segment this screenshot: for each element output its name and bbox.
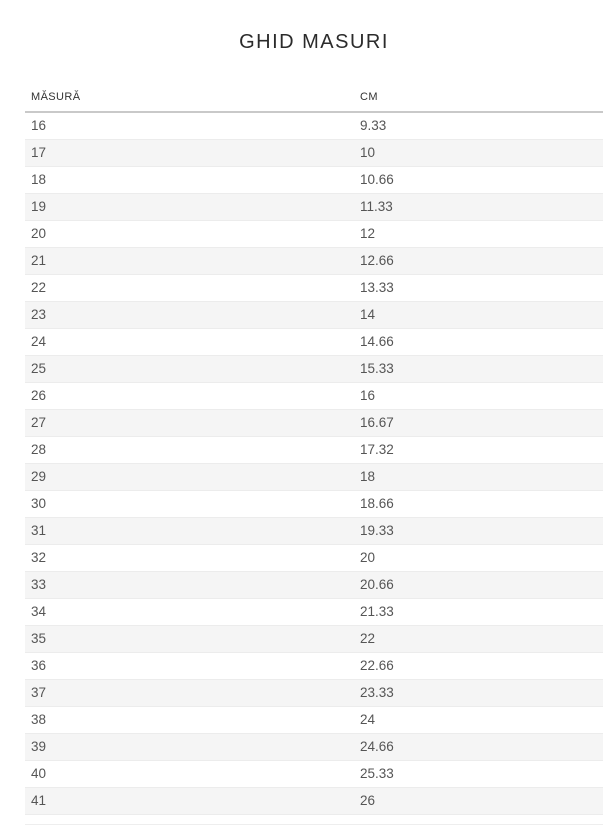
cm-cell: 21.33: [354, 598, 603, 626]
table-row: 27 16.67: [25, 409, 603, 437]
table-row: 31 19.33: [25, 517, 603, 545]
table-row: 26 16: [25, 382, 603, 410]
size-cell: 17: [25, 139, 354, 167]
table-row: 28 17.32: [25, 436, 603, 464]
size-guide-table: MĂSURĂ CM 16 9.33 17 10 18 10.66 19 11.33 20 12 21…: [25, 91, 603, 815]
size-cell: 34: [25, 598, 354, 626]
size-cell: 36: [25, 652, 354, 680]
size-cell: 26: [25, 382, 354, 410]
cm-cell: 14: [354, 301, 603, 329]
table-row: 30 18.66: [25, 490, 603, 518]
size-cell: 38: [25, 706, 354, 734]
table-row: 32 20: [25, 544, 603, 572]
size-cell: 32: [25, 544, 354, 572]
column-header-cm: CM: [354, 91, 603, 113]
cm-cell: 18: [354, 463, 603, 491]
size-cell: 35: [25, 625, 354, 653]
cm-cell: 9.33: [354, 112, 603, 140]
size-cell: 27: [25, 409, 354, 437]
table-row: 22 13.33: [25, 274, 603, 302]
size-cell: 21: [25, 247, 354, 275]
size-cell: 39: [25, 733, 354, 761]
cm-cell: 18.66: [354, 490, 603, 518]
table-row: 29 18: [25, 463, 603, 491]
table-row: 17 10: [25, 139, 603, 167]
header-row: MĂSURĂ CM: [25, 91, 603, 113]
table-row: 40 25.33: [25, 760, 603, 788]
cm-cell: 14.66: [354, 328, 603, 356]
table-row: 20 12: [25, 220, 603, 248]
cm-cell: 13.33: [354, 274, 603, 302]
cm-cell: 17.32: [354, 436, 603, 464]
size-cell: 19: [25, 193, 354, 221]
table-row: 37 23.33: [25, 679, 603, 707]
size-cell: 33: [25, 571, 354, 599]
size-guide-page: GHID MASURI MĂSURĂ CM 16 9.33 17 10 18 10.66 1…: [25, 0, 603, 825]
cm-cell: 26: [354, 787, 603, 815]
cm-cell: 19.33: [354, 517, 603, 545]
size-cell: 28: [25, 436, 354, 464]
table-header: MĂSURĂ CM: [25, 91, 603, 113]
size-cell: 29: [25, 463, 354, 491]
size-cell: 24: [25, 328, 354, 356]
size-cell: 31: [25, 517, 354, 545]
cm-cell: 12: [354, 220, 603, 248]
table-row: 19 11.33: [25, 193, 603, 221]
cm-cell: 22.66: [354, 652, 603, 680]
cm-cell: 23.33: [354, 679, 603, 707]
cm-cell: 12.66: [354, 247, 603, 275]
page-title: GHID MASURI: [239, 31, 389, 53]
cm-cell: 24.66: [354, 733, 603, 761]
table-row: 18 10.66: [25, 166, 603, 194]
table-row: 35 22: [25, 625, 603, 653]
cm-cell: 10.66: [354, 166, 603, 194]
table-row: 23 14: [25, 301, 603, 329]
size-cell: 40: [25, 760, 354, 788]
cm-cell: 15.33: [354, 355, 603, 383]
size-cell: 23: [25, 301, 354, 329]
cm-cell: 16: [354, 382, 603, 410]
table-row: 36 22.66: [25, 652, 603, 680]
table-row: 24 14.66: [25, 328, 603, 356]
table-row: 39 24.66: [25, 733, 603, 761]
size-cell: 16: [25, 112, 354, 140]
table-row: 21 12.66: [25, 247, 603, 275]
table-row: 25 15.33: [25, 355, 603, 383]
size-cell: 18: [25, 166, 354, 194]
table-row: 41 26: [25, 787, 603, 815]
table-row: 34 21.33: [25, 598, 603, 626]
partial-next-row-divider: [25, 824, 603, 825]
size-cell: 25: [25, 355, 354, 383]
table-row: 16 9.33: [25, 112, 603, 140]
table-row: 33 20.66: [25, 571, 603, 599]
size-cell: 22: [25, 274, 354, 302]
cm-cell: 24: [354, 706, 603, 734]
size-cell: 37: [25, 679, 354, 707]
cm-cell: 10: [354, 139, 603, 167]
column-header-masura: MĂSURĂ: [25, 91, 354, 113]
cm-cell: 16.67: [354, 409, 603, 437]
table-row: 38 24: [25, 706, 603, 734]
cm-cell: 25.33: [354, 760, 603, 788]
cm-cell: 11.33: [354, 193, 603, 221]
cm-cell: 20: [354, 544, 603, 572]
cm-cell: 22: [354, 625, 603, 653]
table-body: 16 9.33 17 10 18 10.66 19 11.33 20 12 21 12.66 22 13.…: [25, 112, 603, 815]
size-cell: 30: [25, 490, 354, 518]
cm-cell: 20.66: [354, 571, 603, 599]
size-cell: 41: [25, 787, 354, 815]
size-cell: 20: [25, 220, 354, 248]
